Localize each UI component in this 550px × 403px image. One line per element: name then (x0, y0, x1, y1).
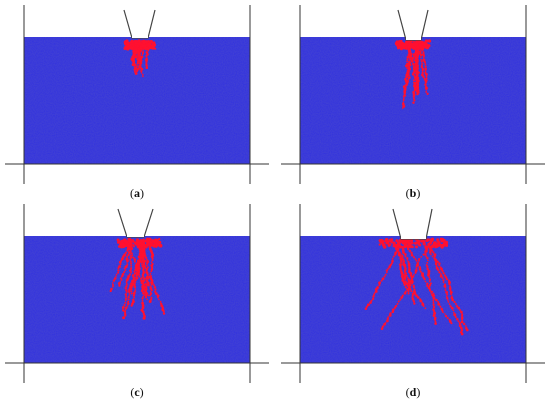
panel-caption: (d) (406, 385, 421, 399)
indenter-tool (117, 208, 154, 238)
panel-caption: (a) (130, 186, 144, 200)
panel-caption: (c) (130, 385, 143, 399)
indenter-tool (397, 9, 429, 41)
panel-c: (c) (5, 204, 269, 399)
panel-d: (d) (281, 204, 545, 399)
damage-zone (394, 39, 432, 109)
indenter-tool (392, 208, 433, 240)
medium-texture (24, 236, 250, 363)
panel-a: (a) (5, 5, 269, 200)
damage-zone (123, 39, 157, 78)
panel-caption: (b) (406, 186, 421, 200)
panel-b: (b) (281, 5, 545, 200)
indenter-tool (123, 9, 156, 39)
medium-texture (300, 37, 526, 164)
damage-zone (109, 237, 166, 320)
